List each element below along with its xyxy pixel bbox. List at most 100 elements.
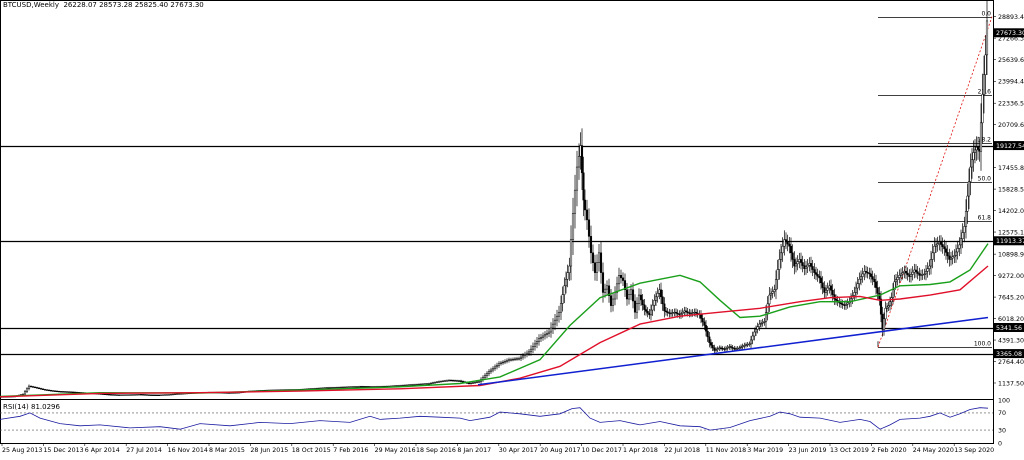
candle-body xyxy=(135,394,139,396)
candle-body xyxy=(131,394,135,396)
candle-body xyxy=(441,380,445,383)
candle-body xyxy=(706,330,709,338)
candle-body xyxy=(809,263,813,267)
candle-body xyxy=(515,358,519,360)
candle-body xyxy=(477,381,481,383)
x-tick-label-19: 23 Jun 2019 xyxy=(789,447,827,454)
candle-body xyxy=(339,386,343,389)
candle-body xyxy=(644,309,648,312)
candle-body xyxy=(541,335,545,338)
candle-body xyxy=(573,189,577,214)
candle-body xyxy=(816,274,819,277)
y-tick-label-2: 25639.60 xyxy=(998,57,1024,64)
candle-body xyxy=(549,327,553,333)
candle-body xyxy=(155,394,159,396)
x-tick-label-5: 8 Mar 2015 xyxy=(209,447,245,454)
candle-body xyxy=(331,387,335,389)
candle-body xyxy=(177,393,181,395)
candle-body xyxy=(545,333,549,335)
candle-body xyxy=(766,303,769,313)
candle-body xyxy=(169,394,173,396)
candle-body xyxy=(753,331,756,337)
price-box-4 xyxy=(994,349,1024,359)
candle-body xyxy=(523,354,527,357)
candle-body xyxy=(671,312,674,314)
chart-frame xyxy=(0,0,994,444)
y-tick-label-13: 9272.00 xyxy=(998,273,1024,280)
candle-body xyxy=(646,311,649,314)
candle-body xyxy=(429,382,433,385)
candle-body xyxy=(633,300,637,313)
candle-body xyxy=(319,387,323,390)
candle-body xyxy=(748,343,751,345)
candle-body xyxy=(533,343,537,347)
candle-body xyxy=(803,265,806,269)
candle-body xyxy=(846,302,849,305)
candle-body xyxy=(499,362,503,364)
candle-body xyxy=(321,387,325,389)
candle-body xyxy=(609,295,613,306)
rsi-tick-label-1: 70 xyxy=(998,410,1006,417)
rsi-header: RSI(14) 81.0296 xyxy=(3,403,60,411)
candle-body xyxy=(399,385,403,387)
candle-body xyxy=(445,380,449,382)
candle-body xyxy=(141,394,145,396)
candle-body xyxy=(761,322,764,324)
candle-body xyxy=(683,310,686,313)
candle-body xyxy=(415,384,419,386)
candle-body xyxy=(475,381,479,383)
candle-body xyxy=(973,149,977,153)
candle-body xyxy=(981,94,984,124)
candle-body xyxy=(918,273,921,276)
x-tick-label-4: 16 Nov 2014 xyxy=(168,447,208,454)
candle-body xyxy=(811,266,814,270)
fib-label-2: 38.2 xyxy=(978,137,992,144)
candle-body xyxy=(35,387,39,389)
candle-body xyxy=(896,277,899,280)
candle-body xyxy=(904,271,908,274)
x-tick-label-22: 24 May 2020 xyxy=(913,447,954,454)
candle-body xyxy=(738,347,741,349)
candle-body xyxy=(627,294,631,300)
candle-body xyxy=(355,386,359,388)
candle-body xyxy=(505,360,509,362)
x-tick-label-11: 8 Jan 2017 xyxy=(457,447,491,454)
candle-body xyxy=(893,281,896,291)
y-tick-label-15: 6018.20 xyxy=(998,316,1024,323)
y-tick-label-4: 22336.50 xyxy=(998,101,1024,108)
candle-body xyxy=(149,394,153,396)
candle-body xyxy=(763,321,766,323)
candle-body xyxy=(117,394,121,396)
candle-body xyxy=(976,147,980,150)
candle-body xyxy=(63,391,67,393)
candle-body xyxy=(113,394,117,396)
candle-body xyxy=(656,293,659,298)
candle-body xyxy=(531,346,535,350)
candle-body xyxy=(115,394,119,396)
candle-body xyxy=(345,386,349,388)
x-tick-label-6: 28 Jun 2015 xyxy=(250,447,288,454)
candle-body xyxy=(435,381,439,383)
rsi-tick-label-3: 0 xyxy=(998,440,1002,447)
candle-body xyxy=(878,293,881,300)
candle-body xyxy=(708,336,711,343)
candle-body xyxy=(659,289,663,298)
candle-body xyxy=(972,152,975,161)
candle-body xyxy=(884,308,887,320)
candle-body xyxy=(791,252,794,260)
candle-body xyxy=(543,334,547,337)
candle-body xyxy=(818,275,821,279)
candle-body xyxy=(731,347,734,349)
candle-body xyxy=(425,383,429,385)
candle-body xyxy=(933,245,936,254)
candle-body xyxy=(779,252,783,260)
candle-body xyxy=(599,252,603,273)
candle-body xyxy=(595,262,599,273)
candle-body xyxy=(171,393,175,396)
candle-body xyxy=(734,348,738,350)
candle-body xyxy=(427,383,431,385)
candle-body xyxy=(741,345,744,348)
candle-body xyxy=(844,304,848,306)
candle-body xyxy=(898,275,901,278)
candle-body xyxy=(743,344,746,347)
